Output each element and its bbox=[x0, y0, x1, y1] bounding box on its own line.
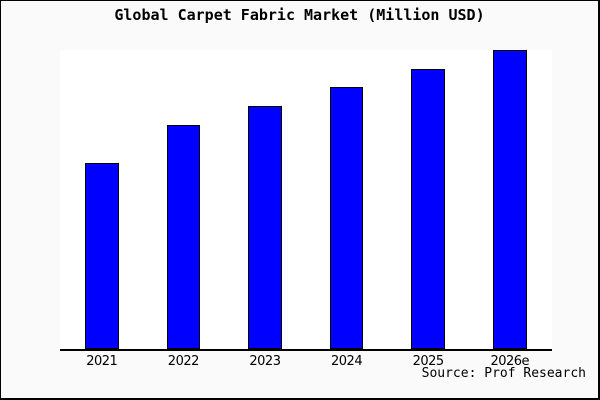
x-tick-label-2021: 2021 bbox=[86, 354, 118, 369]
bar-2025 bbox=[411, 68, 445, 349]
x-axis-labels: 2021 2022 2023 2024 2025 2026e bbox=[60, 354, 552, 372]
bar-2022 bbox=[166, 124, 201, 349]
bar-2023 bbox=[248, 105, 282, 349]
bar-2024 bbox=[329, 86, 364, 349]
x-tick-label-2023: 2023 bbox=[249, 354, 281, 369]
x-tick-label-2025: 2025 bbox=[412, 354, 445, 369]
x-tick-label-2024: 2024 bbox=[331, 354, 363, 369]
bar-2021 bbox=[85, 162, 119, 349]
x-tick-label-2022: 2022 bbox=[167, 354, 200, 369]
bar-2026e bbox=[493, 50, 527, 349]
chart-title: Global Carpet Fabric Market (Million USD… bbox=[114, 6, 485, 24]
source-note: Source: Prof Research bbox=[421, 366, 586, 381]
x-tick-label-2026e: 2026e bbox=[490, 354, 530, 369]
plot-area bbox=[60, 50, 552, 351]
